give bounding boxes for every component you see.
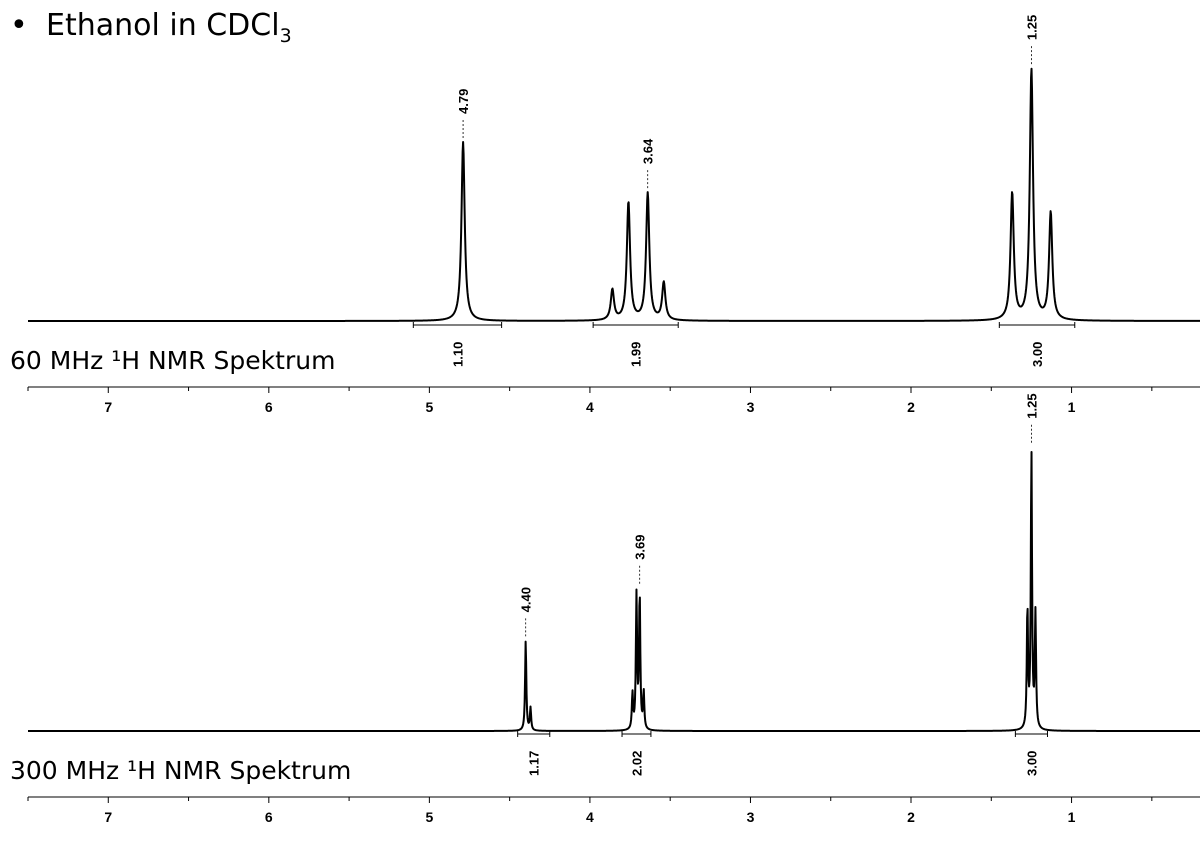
x-tick-label: 7	[104, 809, 112, 825]
integral-value: 2.02	[629, 751, 644, 776]
integral-value: 1.99	[629, 342, 644, 367]
x-tick-label: 2	[907, 809, 915, 825]
x-tick-label: 5	[425, 809, 433, 825]
spectrum-60mhz: 4.79 3.64 1.25 1.10 1.99 3.00 7 6 5 4 3 2 1	[27, 15, 1200, 415]
x-tick-label: 6	[265, 399, 273, 415]
x-tick-label: 1	[1068, 399, 1076, 415]
x-tick-label: 1	[1068, 809, 1076, 825]
title-subscript: 3	[279, 25, 292, 47]
spectrum-trace	[27, 67, 1200, 322]
peak-label: 4.40	[519, 587, 534, 612]
peak-label: 4.79	[456, 89, 471, 114]
x-tick-label: 4	[586, 809, 594, 825]
integral-value: 3.00	[1024, 751, 1039, 776]
title-text: Ethanol in CDCl	[46, 8, 280, 43]
peak-label: 1.25	[1024, 393, 1039, 418]
integral-value: 3.00	[1030, 342, 1045, 367]
integral-value: 1.10	[450, 342, 465, 367]
peak-label: 3.64	[641, 138, 656, 164]
integral-value: 1.17	[527, 751, 542, 776]
x-tick-label: 4	[586, 399, 594, 415]
slide-title: • Ethanol in CDCl3	[10, 8, 292, 47]
peak-label: 3.69	[633, 534, 648, 559]
spectrum-60mhz-caption: 60 MHz ¹H NMR Spektrum	[10, 346, 336, 375]
x-tick-label: 5	[425, 399, 433, 415]
bullet-icon: •	[10, 8, 28, 43]
spectrum-300mhz-caption: 300 MHz ¹H NMR Spektrum	[10, 756, 352, 785]
spectrum-300mhz: 4.40 3.69 1.25 1.17 2.02 3.00 7 6 5 4 3 2 1	[27, 393, 1200, 825]
x-tick-label: 2	[907, 399, 915, 415]
peak-label: 1.25	[1024, 15, 1039, 40]
spectrum-trace	[27, 450, 1200, 732]
x-tick-label: 3	[747, 809, 755, 825]
x-tick-label: 6	[265, 809, 273, 825]
x-tick-label: 3	[747, 399, 755, 415]
x-tick-label: 7	[104, 399, 112, 415]
